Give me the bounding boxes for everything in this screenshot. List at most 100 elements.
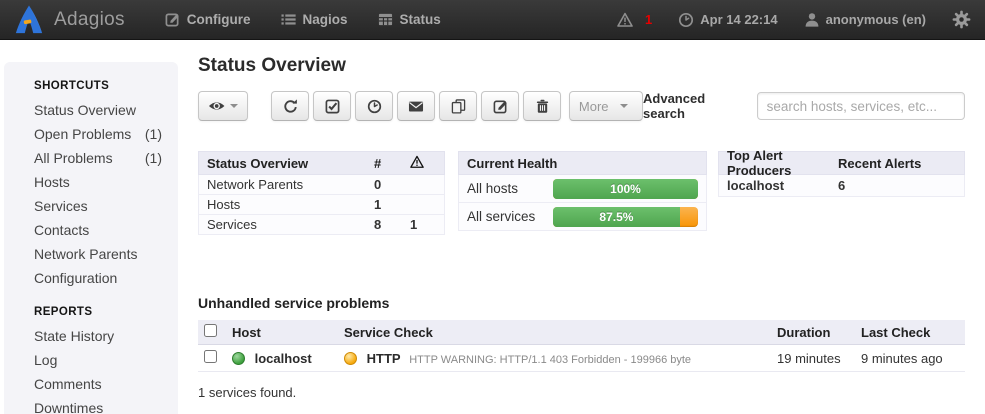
problems-header-row: Host Service Check Duration Last Check [198,320,965,345]
sidebar-item-services[interactable]: Services [34,194,178,218]
navbar-datetime: Apr 14 22:14 [700,12,778,27]
table-row[interactable]: Services 8 1 [198,215,445,235]
status-overview-panel: Status Overview # Network Parents 0 [198,151,445,235]
sidebar-item-label: Contacts [34,222,90,238]
top-alert-producers-header: Top Alert Producers Recent Alerts [718,148,965,178]
service-check-output: HTTP WARNING: HTTP/1.1 403 Forbidden - 1… [409,353,692,366]
trash-icon [536,99,549,113]
sidebar-item-label: Network Parents [34,246,138,262]
page-title: Status Overview [198,55,346,76]
sidebar-item-downtimes[interactable]: Downtimes [34,396,178,414]
row-count: 8 [374,217,382,232]
sidebar-item-hosts[interactable]: Hosts [34,170,178,194]
sidebar-item-all-problems[interactable]: All Problems (1) [34,146,178,170]
main-content: Status Overview [198,55,965,400]
table-row[interactable]: localhost 6 [718,175,965,197]
service-warning-status-icon [344,351,357,365]
row-label: Services [207,217,257,232]
problems-table: Host Service Check Duration Last Check l… [198,320,965,372]
copy-button[interactable] [439,91,478,121]
row-warn-count: 1 [410,217,418,232]
sidebar-item-label: All Problems [34,150,113,166]
delete-button[interactable] [523,91,562,121]
nav-nagios-label: Nagios [302,12,348,27]
advanced-search-input[interactable] [756,92,965,120]
navbar-username: anonymous (en) [825,12,926,27]
producer-host[interactable]: localhost [727,178,785,193]
current-health-panel: Current Health All hosts 100% All servic… [458,151,707,231]
service-link[interactable]: HTTP [366,350,401,366]
sidebar-item-open-problems[interactable]: Open Problems (1) [34,122,178,146]
sidebar-item-status-overview[interactable]: Status Overview [34,98,178,122]
row-label: Network Parents [207,177,304,192]
summary-panels: Status Overview # Network Parents 0 [198,148,965,249]
health-row-hosts: All hosts 100% [458,175,707,203]
person-icon [805,12,818,27]
health-percent-label: 100% [610,181,641,196]
table-row: localhost HTTP HTTP WARNING: HTTP/1.1 40… [198,344,965,372]
more-dropdown-button[interactable]: More [569,91,643,121]
row-count: 0 [374,177,382,192]
last-check-column-header: Last Check [855,320,965,345]
adagios-logo-icon [15,5,43,34]
problems-section-title: Unhandled service problems [198,295,390,311]
results-count: 1 services found. [198,385,297,400]
host-link[interactable]: localhost [254,350,312,366]
recent-alerts-column-header: Recent Alerts [838,155,922,171]
select-all-checkbox[interactable] [204,324,217,337]
sidebar-item-log[interactable]: Log [34,348,178,372]
chevron-down-icon [230,104,239,108]
current-health-panel-header: Current Health [458,151,707,175]
sidebar-item-label: Status Overview [34,102,136,118]
nav-user[interactable]: anonymous (en) [804,12,926,28]
sidebar-item-state-history[interactable]: State History [34,324,178,348]
hosts-health-bar: 100% [553,178,698,199]
acknowledge-button[interactable] [313,91,352,121]
sidebar: SHORTCUTS Status Overview Open Problems (… [4,62,178,414]
sidebar-item-label: Log [34,352,58,368]
table-row[interactable]: Hosts 1 [198,195,445,215]
warning-triangle-icon [617,12,633,27]
warning-column-header [410,155,436,172]
last-check-value: 9 minutes ago [855,344,965,372]
host-up-status-icon [232,351,245,365]
service-column-header: Service Check [338,320,771,345]
status-overview-panel-header: Status Overview # [198,151,445,175]
nav-status[interactable]: Status [378,12,441,27]
sidebar-item-comments[interactable]: Comments [34,372,178,396]
brand[interactable]: Adagios [14,4,125,35]
notification-button[interactable] [397,91,436,121]
schedule-downtime-button[interactable] [355,91,394,121]
warning-triangle-icon [410,155,424,168]
sidebar-section-reports: REPORTS [34,306,93,318]
sidebar-item-configuration[interactable]: Configuration [34,266,178,290]
more-label: More [578,98,609,114]
duration-column-header: Duration [771,320,855,345]
clock-icon [367,99,382,113]
row-checkbox[interactable] [204,350,217,363]
alert-count-badge: 1 [645,12,653,27]
health-row-label: All hosts [467,181,519,196]
edit-button[interactable] [481,91,520,121]
nav-configure[interactable]: Configure [165,12,251,27]
view-dropdown-button[interactable] [198,91,249,121]
health-percent-label: 87.5% [599,209,634,224]
nav-clock[interactable]: Apr 14 22:14 [678,12,778,28]
nav-nagios[interactable]: Nagios [280,12,348,27]
clock-icon [679,12,694,27]
count-column-header: # [374,155,382,171]
refresh-button[interactable] [271,91,310,121]
sidebar-item-label: Comments [34,376,102,392]
producer-alert-count: 6 [838,178,846,193]
chevron-down-icon [619,104,628,108]
gear-icon[interactable] [952,10,971,29]
sidebar-item-network-parents[interactable]: Network Parents [34,242,178,266]
eye-icon [208,102,225,110]
duration-value: 19 minutes [771,344,855,372]
table-row[interactable]: Network Parents 0 [198,175,445,195]
nav-alerts[interactable]: 1 [617,12,652,28]
sidebar-item-contacts[interactable]: Contacts [34,218,178,242]
advanced-search-label: Advanced search [643,91,706,121]
sidebar-section-shortcuts: SHORTCUTS [34,80,110,92]
